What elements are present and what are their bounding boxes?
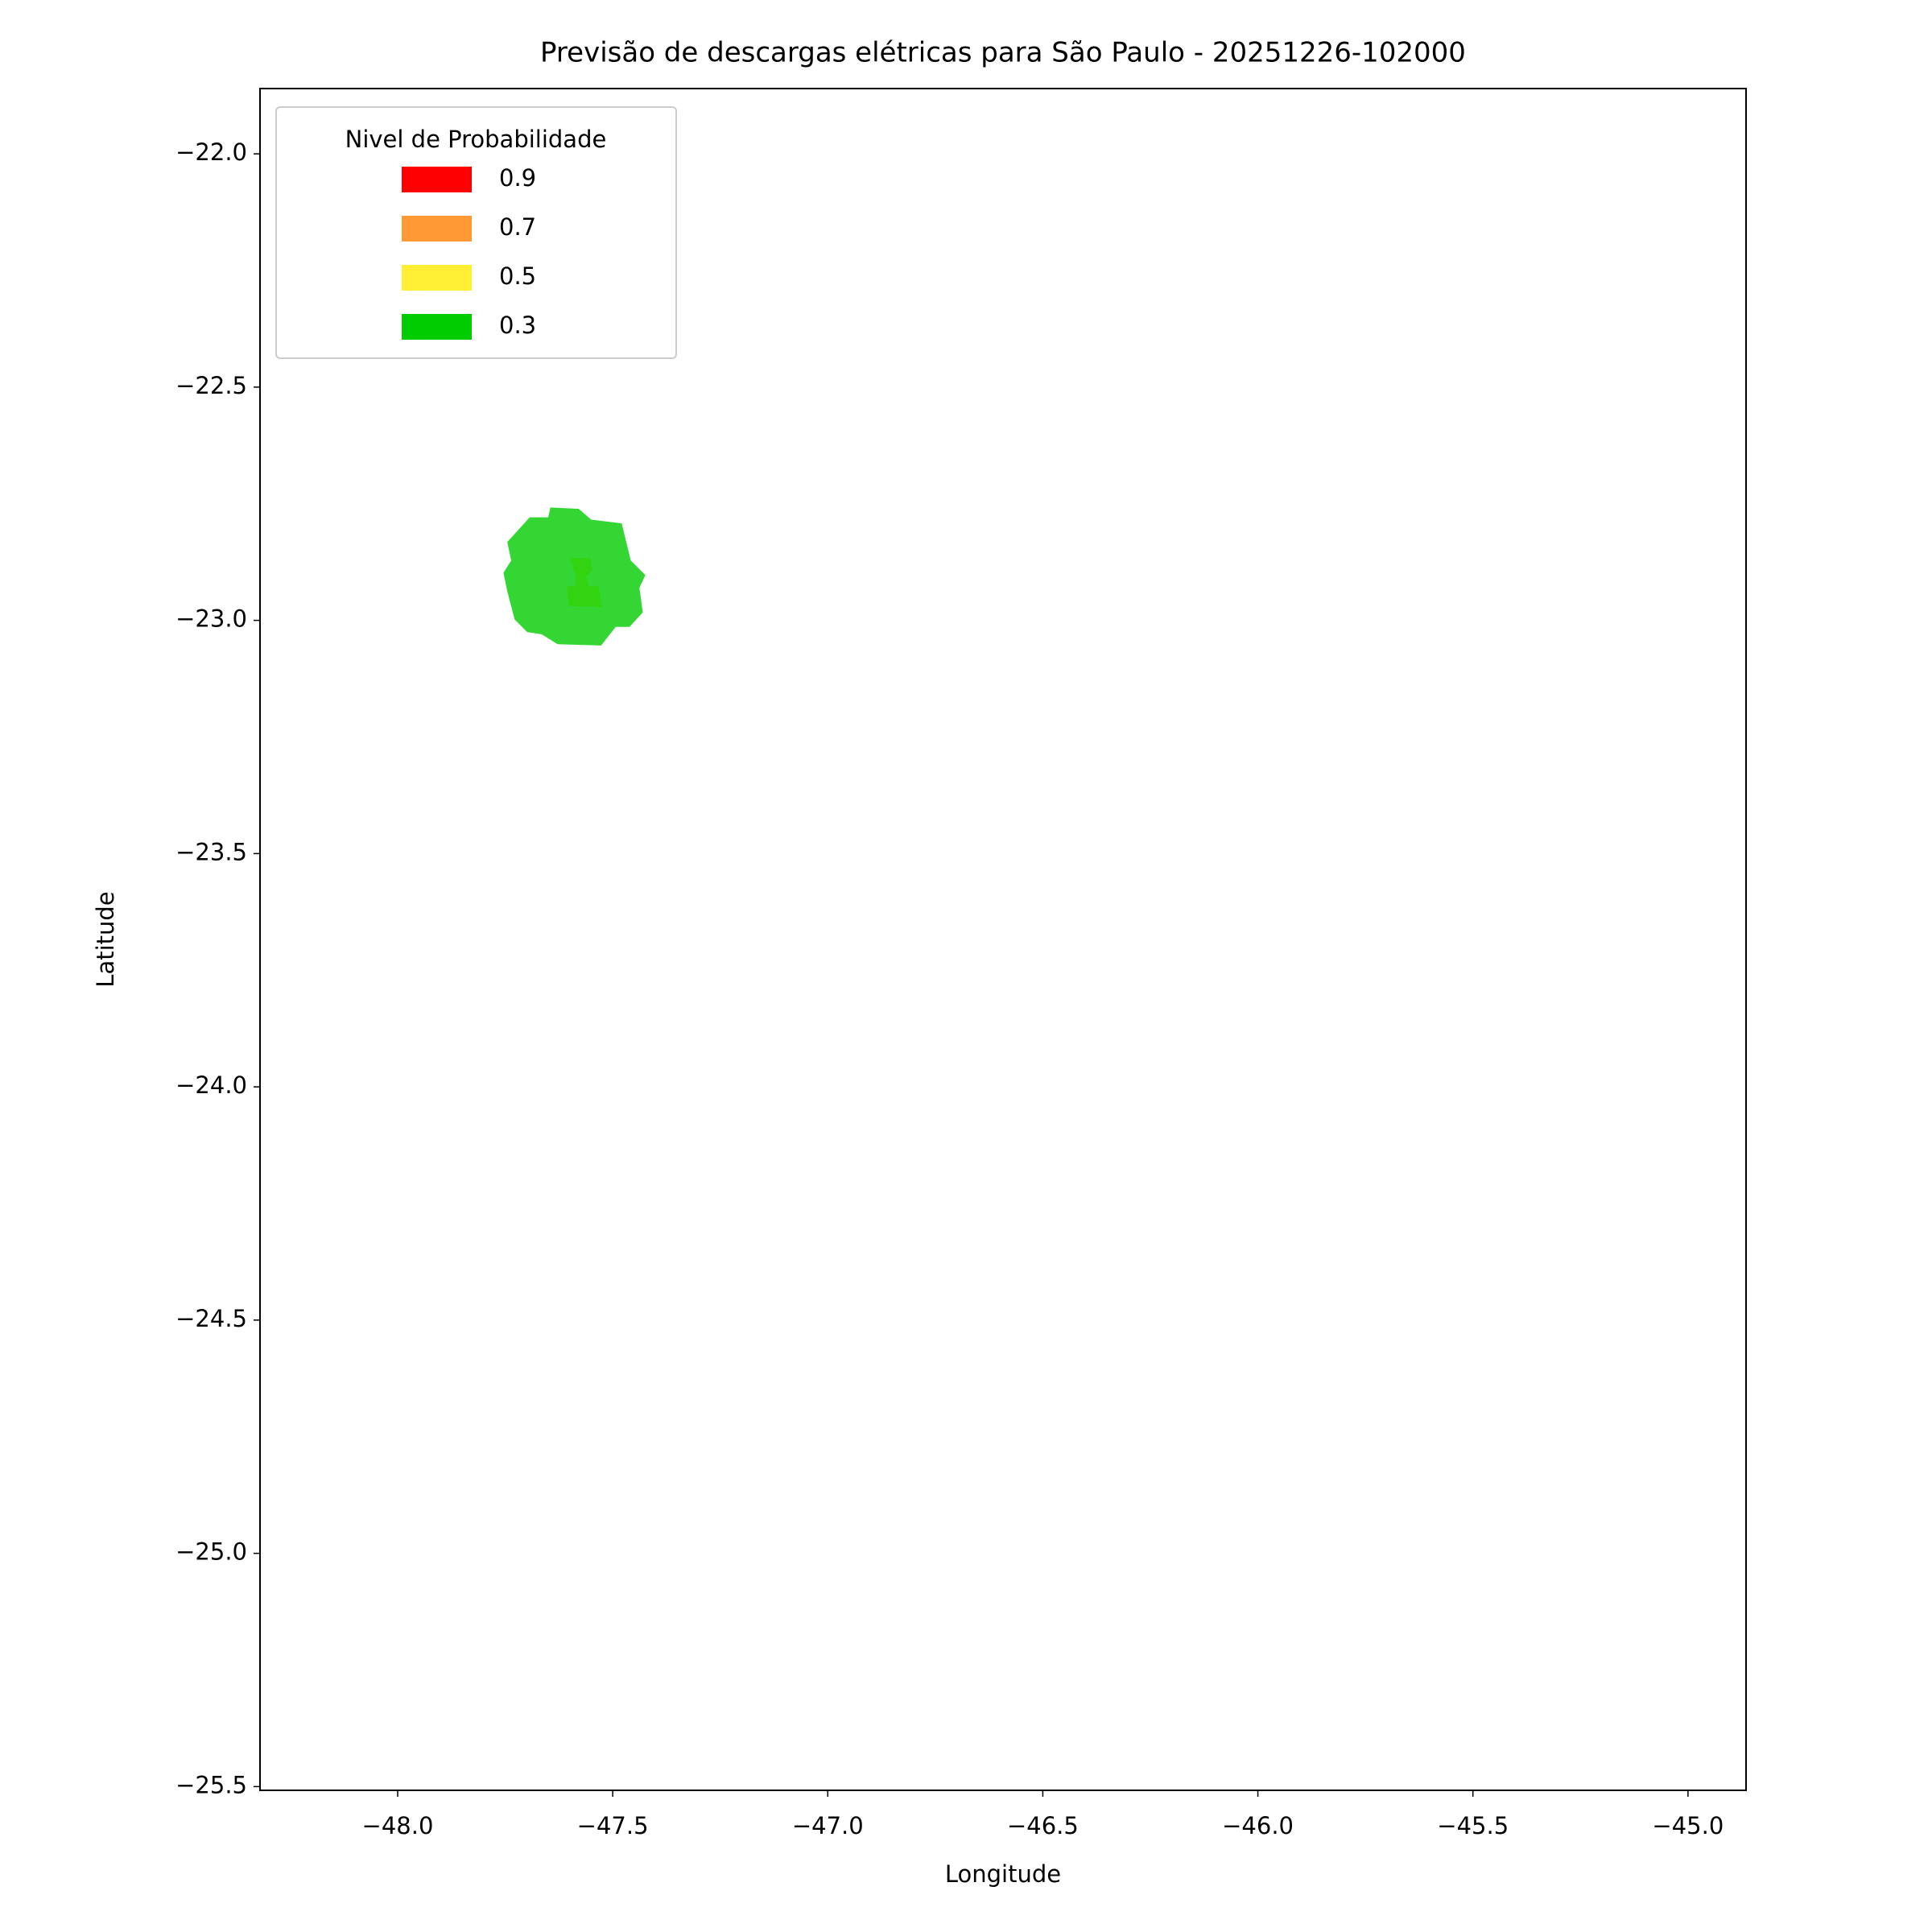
legend-swatch (402, 265, 472, 291)
y-tick-label: −22.0 (175, 138, 247, 166)
legend-label: 0.7 (499, 213, 536, 241)
y-tick-label: −24.5 (175, 1305, 247, 1332)
x-tick-label: −46.0 (1222, 1812, 1294, 1839)
legend-label: 0.9 (499, 164, 536, 192)
y-tick-label: −23.5 (175, 838, 247, 865)
y-tick-label: −25.0 (175, 1538, 247, 1566)
x-axis-label: Longitude (945, 1860, 1061, 1888)
y-tick-label: −25.5 (175, 1771, 247, 1798)
y-tick-label: −23.0 (175, 605, 247, 633)
x-tick-label: −46.5 (1007, 1812, 1079, 1839)
y-tick-label: −24.0 (175, 1071, 247, 1099)
probability-area (503, 507, 646, 646)
legend-label: 0.5 (499, 262, 536, 290)
plot-frame (259, 88, 1747, 1791)
legend-swatch (402, 314, 472, 340)
legend-box (275, 106, 677, 359)
chart-title: Previsão de descargas elétricas para São… (540, 37, 1466, 69)
y-axis-label: Latitude (92, 891, 119, 987)
y-tick-label: −22.5 (175, 372, 247, 399)
x-tick-label: −47.0 (792, 1812, 864, 1839)
legend-label: 0.3 (499, 312, 536, 339)
x-tick-label: −47.5 (577, 1812, 649, 1839)
x-tick-label: −45.0 (1652, 1812, 1724, 1839)
legend-swatch (402, 167, 472, 192)
x-tick-label: −45.5 (1437, 1812, 1509, 1839)
legend-swatch (402, 216, 472, 242)
x-tick-label: −48.0 (362, 1812, 434, 1839)
legend-title: Nivel de Probabilidade (345, 126, 607, 153)
